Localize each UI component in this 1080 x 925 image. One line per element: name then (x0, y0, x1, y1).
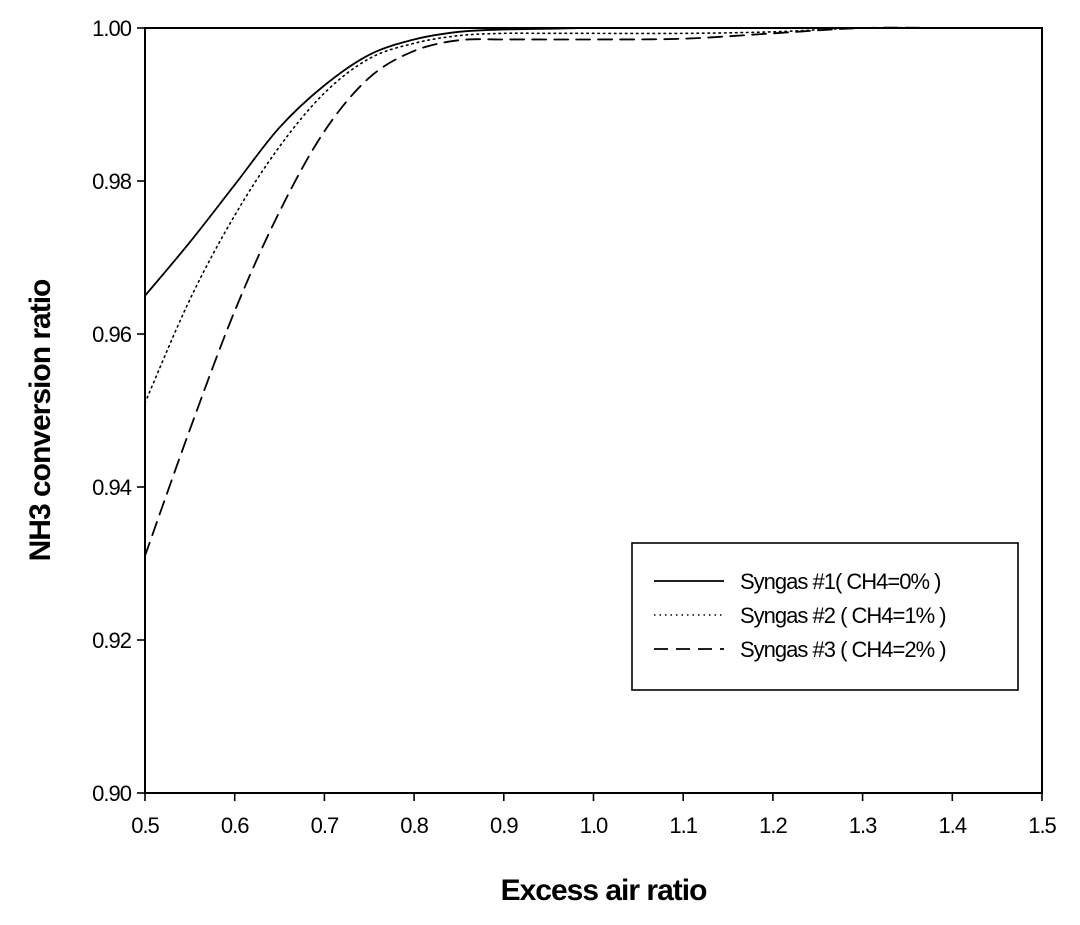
x-tick-label: 1.4 (939, 813, 967, 838)
y-axis-title: NH3 conversion ratio (24, 279, 57, 561)
y-tick-label: 0.98 (92, 169, 132, 194)
y-tick-label: 0.94 (92, 475, 132, 500)
x-axis-title: Excess air ratio (501, 874, 707, 907)
legend-box (631, 542, 1019, 691)
legend: Syngas #1( CH4=0% ) Syngas #2 ( CH4=1% ) S… (631, 542, 1019, 691)
legend-label-1: Syngas #1( CH4=0% ) (740, 569, 941, 594)
x-tick-label: 0.5 (131, 813, 159, 838)
y-tick-label: 1.00 (92, 16, 132, 41)
x-tick-label: 0.9 (490, 813, 518, 838)
y-axis: 0.90 0.92 0.94 0.96 0.98 1.00 (92, 16, 145, 806)
series-layer (144, 26, 1043, 557)
series-line-2 (144, 26, 1043, 404)
x-tick-label: 1.0 (580, 813, 608, 838)
legend-label-2: Syngas #2 ( CH4=1% ) (740, 603, 946, 628)
x-axis: 0.5 0.6 0.7 0.8 0.9 1.0 1.1 1.2 1.3 1.4 1.5 (131, 793, 1058, 838)
x-tick-label: 0.6 (221, 813, 249, 838)
x-tick-label: 1.1 (669, 813, 697, 838)
y-tick-label: 0.92 (92, 628, 132, 653)
x-tick-label: 1.3 (849, 813, 877, 838)
y-tick-label: 0.90 (92, 781, 132, 806)
x-tick-label: 0.8 (400, 813, 428, 838)
legend-label-3: Syngas #3 ( CH4=2% ) (740, 637, 946, 662)
series-line-3 (144, 26, 1043, 557)
x-tick-label: 0.7 (311, 813, 339, 838)
x-tick-label: 1.5 (1028, 813, 1056, 838)
series-line-1 (144, 27, 1043, 297)
y-tick-label: 0.96 (92, 322, 132, 347)
x-tick-label: 1.2 (759, 813, 787, 838)
